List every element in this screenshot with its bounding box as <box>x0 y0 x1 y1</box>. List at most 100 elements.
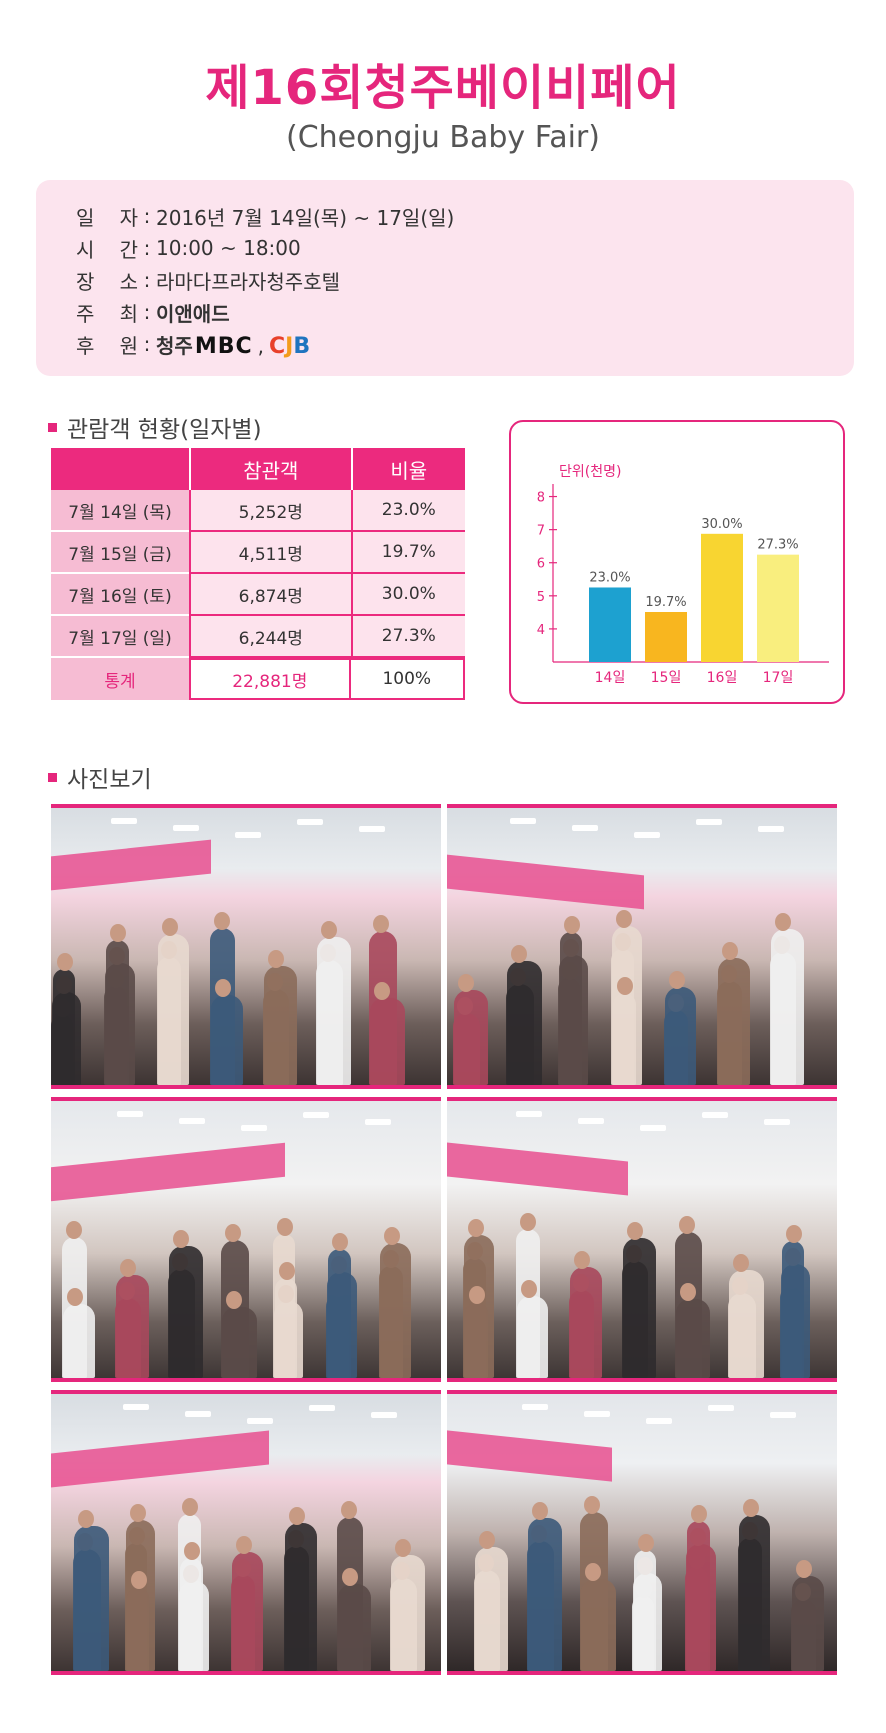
person-head <box>469 1286 485 1304</box>
table-cell-visitors: 4,511명 <box>189 532 351 574</box>
chart-bar-17일 <box>757 554 799 662</box>
person-head <box>395 1539 411 1557</box>
ceiling-light <box>241 1125 267 1131</box>
person-head <box>532 1502 548 1520</box>
person-head <box>374 982 390 1000</box>
person-silhouette <box>222 1307 257 1378</box>
attendance-table: 참관객 비율 7월 14일 (목) 5,252명 23.0% 7월 15일 (금… <box>51 448 465 700</box>
person-silhouette <box>623 1238 656 1378</box>
ceiling-light <box>510 818 536 824</box>
ceiling-light <box>696 819 722 825</box>
attendance-section-title: 관람객 현황(일자별) <box>67 417 262 443</box>
ceiling-light <box>640 1125 666 1131</box>
table-cell-day: 7월 14일 (목) <box>51 490 189 532</box>
bar-chart-svg: 단위(천명) 4 5 6 7 8 23.0% 14일 19.7% 15일 30.0% 16일 27.3%… <box>537 464 829 686</box>
table-cell-ratio: 30.0% <box>350 574 465 616</box>
ceiling-light <box>303 1112 329 1118</box>
ceiling-light <box>117 1111 143 1117</box>
ceiling-light <box>702 1112 728 1118</box>
ceiling-light <box>173 825 199 831</box>
person-silhouette <box>106 940 129 1085</box>
person-head <box>279 1262 295 1280</box>
person-head <box>616 910 632 928</box>
ceiling-light <box>235 832 261 838</box>
person-head <box>638 1534 654 1552</box>
person-head <box>521 1280 537 1298</box>
person-silhouette <box>275 1278 297 1378</box>
table-header-cell: 비율 <box>350 448 465 490</box>
photo-scene <box>447 1394 837 1671</box>
cjb-logo: CJB <box>269 334 310 359</box>
chart-bar-16일 <box>701 533 743 662</box>
info-key-char: 소 <box>119 269 138 294</box>
photo-hall-1[interactable] <box>51 804 441 1089</box>
signage-band <box>447 1430 612 1482</box>
info-colon: : <box>143 268 151 292</box>
person-silhouette <box>613 993 636 1085</box>
person-head <box>162 918 178 936</box>
attendance-chart: 단위(천명) 4 5 6 7 8 23.0% 14일 19.7% 15일 30.0% 16일 27.3%… <box>509 420 845 704</box>
person-silhouette <box>729 1270 764 1378</box>
person-head <box>384 1227 400 1245</box>
info-colon: : <box>143 236 151 260</box>
attendance-section-heading: 관람객 현황(일자별) <box>48 410 262 444</box>
person-silhouette <box>264 966 297 1085</box>
table-cell-visitors: 5,252명 <box>189 490 351 532</box>
person-head <box>786 1225 802 1243</box>
person-head <box>669 971 685 989</box>
person-head <box>341 1501 357 1519</box>
person-head <box>574 1251 590 1269</box>
photo-booth-sorbebe[interactable] <box>51 1097 441 1382</box>
person-head <box>342 1568 358 1586</box>
person-head <box>617 977 633 995</box>
person-silhouette <box>771 929 804 1085</box>
person-head <box>511 945 527 963</box>
person-silhouette <box>517 1296 548 1378</box>
chart-y-tick-label: 4 <box>537 623 545 638</box>
table-cell-visitors: 6,874명 <box>189 574 351 616</box>
chart-bar-15일 <box>645 611 687 662</box>
person-head <box>722 942 738 960</box>
photo-crowd[interactable] <box>447 1390 837 1675</box>
chart-x-tick-label: 15일 <box>651 670 682 686</box>
ceiling-light <box>634 832 660 838</box>
person-head <box>458 974 474 992</box>
photo-booth-stalls[interactable] <box>447 1097 837 1382</box>
ceiling-light <box>359 826 385 832</box>
info-key-char: 원 <box>119 333 138 358</box>
person-silhouette <box>528 1518 562 1671</box>
ceiling-light <box>522 1404 548 1410</box>
person-head <box>120 1259 136 1277</box>
cjb-logo-b: B <box>293 333 311 359</box>
chart-x-tick-label: 16일 <box>707 670 738 686</box>
cjb-logo-j: J <box>285 333 294 359</box>
person-silhouette <box>676 1299 710 1378</box>
info-colon: : <box>143 300 151 324</box>
person-silhouette <box>634 1550 656 1671</box>
person-silhouette <box>687 1521 710 1671</box>
person-head <box>564 916 580 934</box>
info-key-char: 장 <box>76 269 95 294</box>
ceiling-light <box>708 1405 734 1411</box>
table-cell-total-label: 통계 <box>51 658 189 700</box>
cjb-logo-c: C <box>268 333 286 359</box>
table-header-cell: 참관객 <box>189 448 351 490</box>
person-head <box>226 1291 242 1309</box>
person-head <box>225 1224 241 1242</box>
person-head <box>184 1542 200 1560</box>
person-head <box>214 912 230 930</box>
table-cell-ratio: 23.0% <box>350 490 465 532</box>
ceiling-light <box>572 825 598 831</box>
photo-scene <box>51 1394 441 1671</box>
photo-grosmimi[interactable] <box>51 1390 441 1675</box>
person-head <box>182 1498 198 1516</box>
ceiling-light <box>247 1418 273 1424</box>
photo-hall-2[interactable] <box>447 804 837 1089</box>
person-silhouette <box>116 1275 149 1378</box>
mbc-logo: MBC <box>194 333 253 359</box>
